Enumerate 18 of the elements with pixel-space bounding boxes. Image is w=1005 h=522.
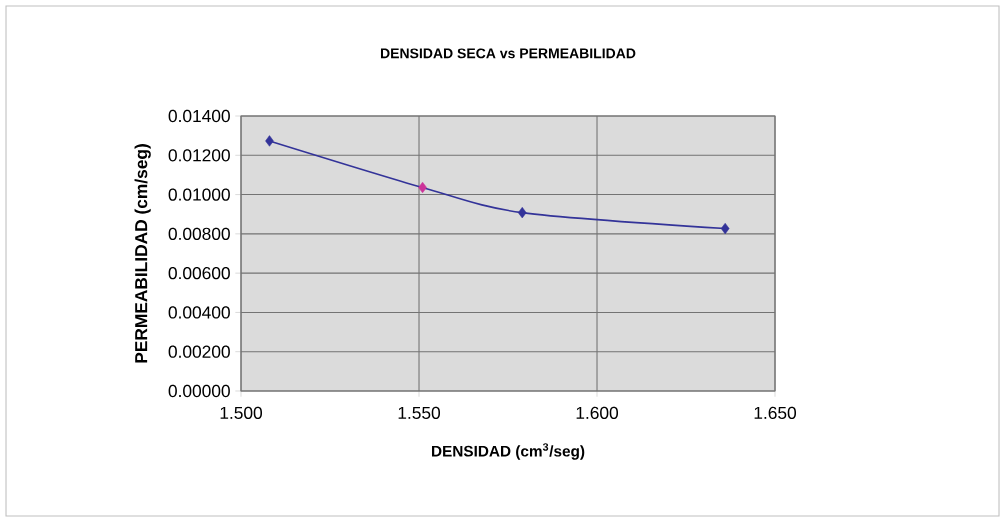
y-tick-label: 0.00000	[168, 384, 230, 398]
y-axis-title: PERMEABILIDAD (cm/seg)	[134, 144, 151, 363]
y-tick-label: 0.00600	[168, 267, 230, 280]
x-tick-label: 1.550	[398, 406, 441, 420]
point	[720, 222, 730, 235]
y-tick-label: 0.01000	[168, 188, 230, 201]
y-tick-label: 0.01200	[168, 149, 230, 162]
y-tick-label: 0.00400	[168, 306, 230, 319]
y-tick-label: 0.00800	[168, 227, 230, 240]
x-tick-label: 1.600	[576, 406, 619, 420]
x-tick-label: 1.500	[220, 406, 263, 420]
x-axis-title: DENSIDAD (cm$^{3}$/seg)	[432, 443, 585, 460]
y-tick-label: 0.00200	[168, 345, 230, 358]
chart-title: DENSIDAD SECA vs PERMEABILIDAD	[380, 48, 636, 59]
point	[265, 135, 274, 147]
y-tick-label: 0.01400	[168, 109, 230, 123]
x-tick-label: 1.650	[754, 406, 797, 420]
point	[517, 207, 527, 219]
